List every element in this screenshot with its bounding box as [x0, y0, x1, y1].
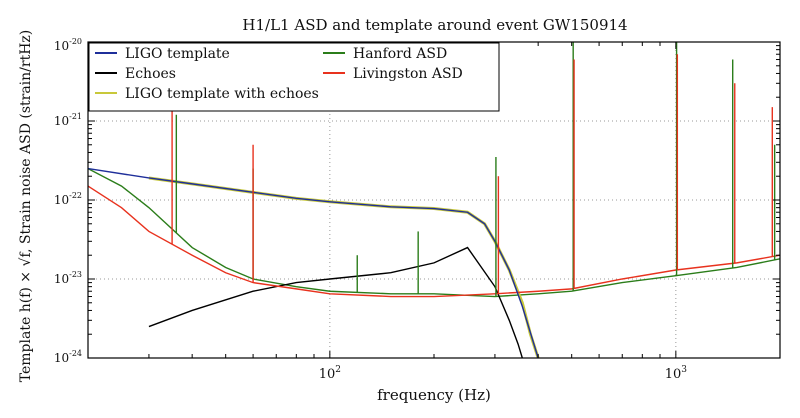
y-tick-label-0: 10-20 — [54, 37, 82, 53]
series-clip — [88, 42, 780, 358]
legend: LIGO template Echoes LIGO template with ec… — [88, 42, 500, 112]
legend-label-ligo-template-with-echoes: LIGO template with echoes — [125, 86, 319, 102]
series-line-livingston-asd — [88, 185, 780, 298]
y-axis-label: Template h(f) × √f, Strain noise ASD (st… — [18, 30, 34, 383]
legend-label-hanford-asd: Hanford ASD — [353, 46, 447, 62]
y-tick-label-4: 10-24 — [54, 349, 82, 365]
x-tick-label-1: 103 — [665, 365, 688, 382]
legend-label-livingston-asd: Livingston ASD — [353, 66, 463, 82]
series-line-hanford-asd — [88, 167, 780, 298]
y-tick-label-1: 10-21 — [54, 112, 82, 128]
series-layer — [88, 42, 780, 358]
series-line-ligo-template — [88, 167, 539, 358]
legend-box — [88, 42, 500, 112]
y-tick-label-2: 10-22 — [54, 191, 82, 207]
x-axis-label: frequency (Hz) — [377, 386, 491, 404]
chart-title: H1/L1 ASD and template around event GW15… — [242, 16, 627, 34]
legend-label-ligo-template: LIGO template — [125, 46, 230, 62]
legend-label-echoes: Echoes — [125, 66, 176, 82]
y-tick-label-3: 10-23 — [54, 270, 82, 286]
x-tick-label-0: 102 — [319, 365, 341, 382]
series-line-echoes — [148, 246, 523, 358]
